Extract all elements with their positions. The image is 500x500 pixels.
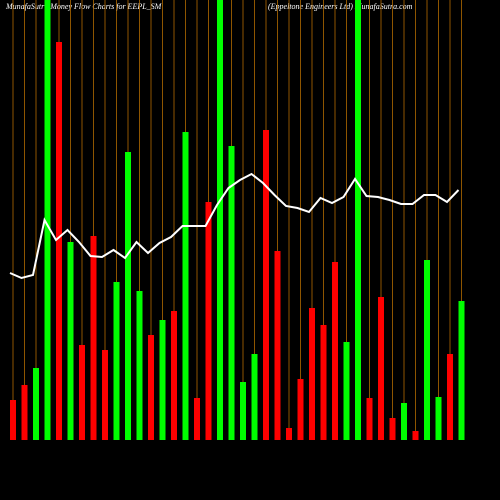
bar bbox=[424, 260, 430, 440]
bar bbox=[21, 385, 28, 440]
bar bbox=[297, 379, 304, 440]
bar bbox=[458, 301, 465, 440]
bar bbox=[412, 431, 419, 440]
bar bbox=[182, 132, 189, 440]
bar bbox=[286, 428, 292, 440]
bar bbox=[389, 418, 396, 440]
bar bbox=[205, 202, 212, 440]
bar bbox=[217, 0, 223, 440]
bar bbox=[79, 345, 85, 440]
bar bbox=[240, 382, 246, 440]
bar bbox=[332, 262, 338, 440]
bar bbox=[113, 282, 120, 440]
money-flow-line bbox=[9, 172, 460, 280]
bar bbox=[263, 130, 269, 440]
chart-subtitle: (Eppeltone Engineers Ltd) MunafaSutra.co… bbox=[268, 2, 413, 11]
bar bbox=[148, 335, 154, 440]
bar bbox=[194, 398, 200, 440]
bar bbox=[366, 398, 373, 440]
bar bbox=[90, 236, 97, 440]
bar bbox=[401, 403, 407, 440]
bar bbox=[67, 242, 74, 440]
bar bbox=[10, 400, 16, 440]
bar bbox=[56, 42, 62, 440]
bar bbox=[343, 342, 350, 440]
bar bbox=[102, 350, 108, 440]
bar bbox=[171, 311, 177, 440]
chart-title: MunafaSutra Money Flow Charts for EEPL_S… bbox=[5, 2, 163, 11]
bar bbox=[44, 0, 51, 440]
bar bbox=[33, 368, 39, 440]
bar bbox=[159, 320, 166, 440]
bar bbox=[228, 146, 235, 440]
bar bbox=[125, 152, 131, 440]
bar bbox=[274, 251, 281, 440]
bar bbox=[251, 354, 258, 440]
bar bbox=[447, 354, 453, 440]
bar bbox=[378, 297, 384, 440]
bar bbox=[136, 291, 143, 440]
bar bbox=[355, 0, 361, 440]
bar bbox=[320, 325, 327, 440]
bar bbox=[309, 308, 315, 440]
bar bbox=[435, 397, 442, 440]
